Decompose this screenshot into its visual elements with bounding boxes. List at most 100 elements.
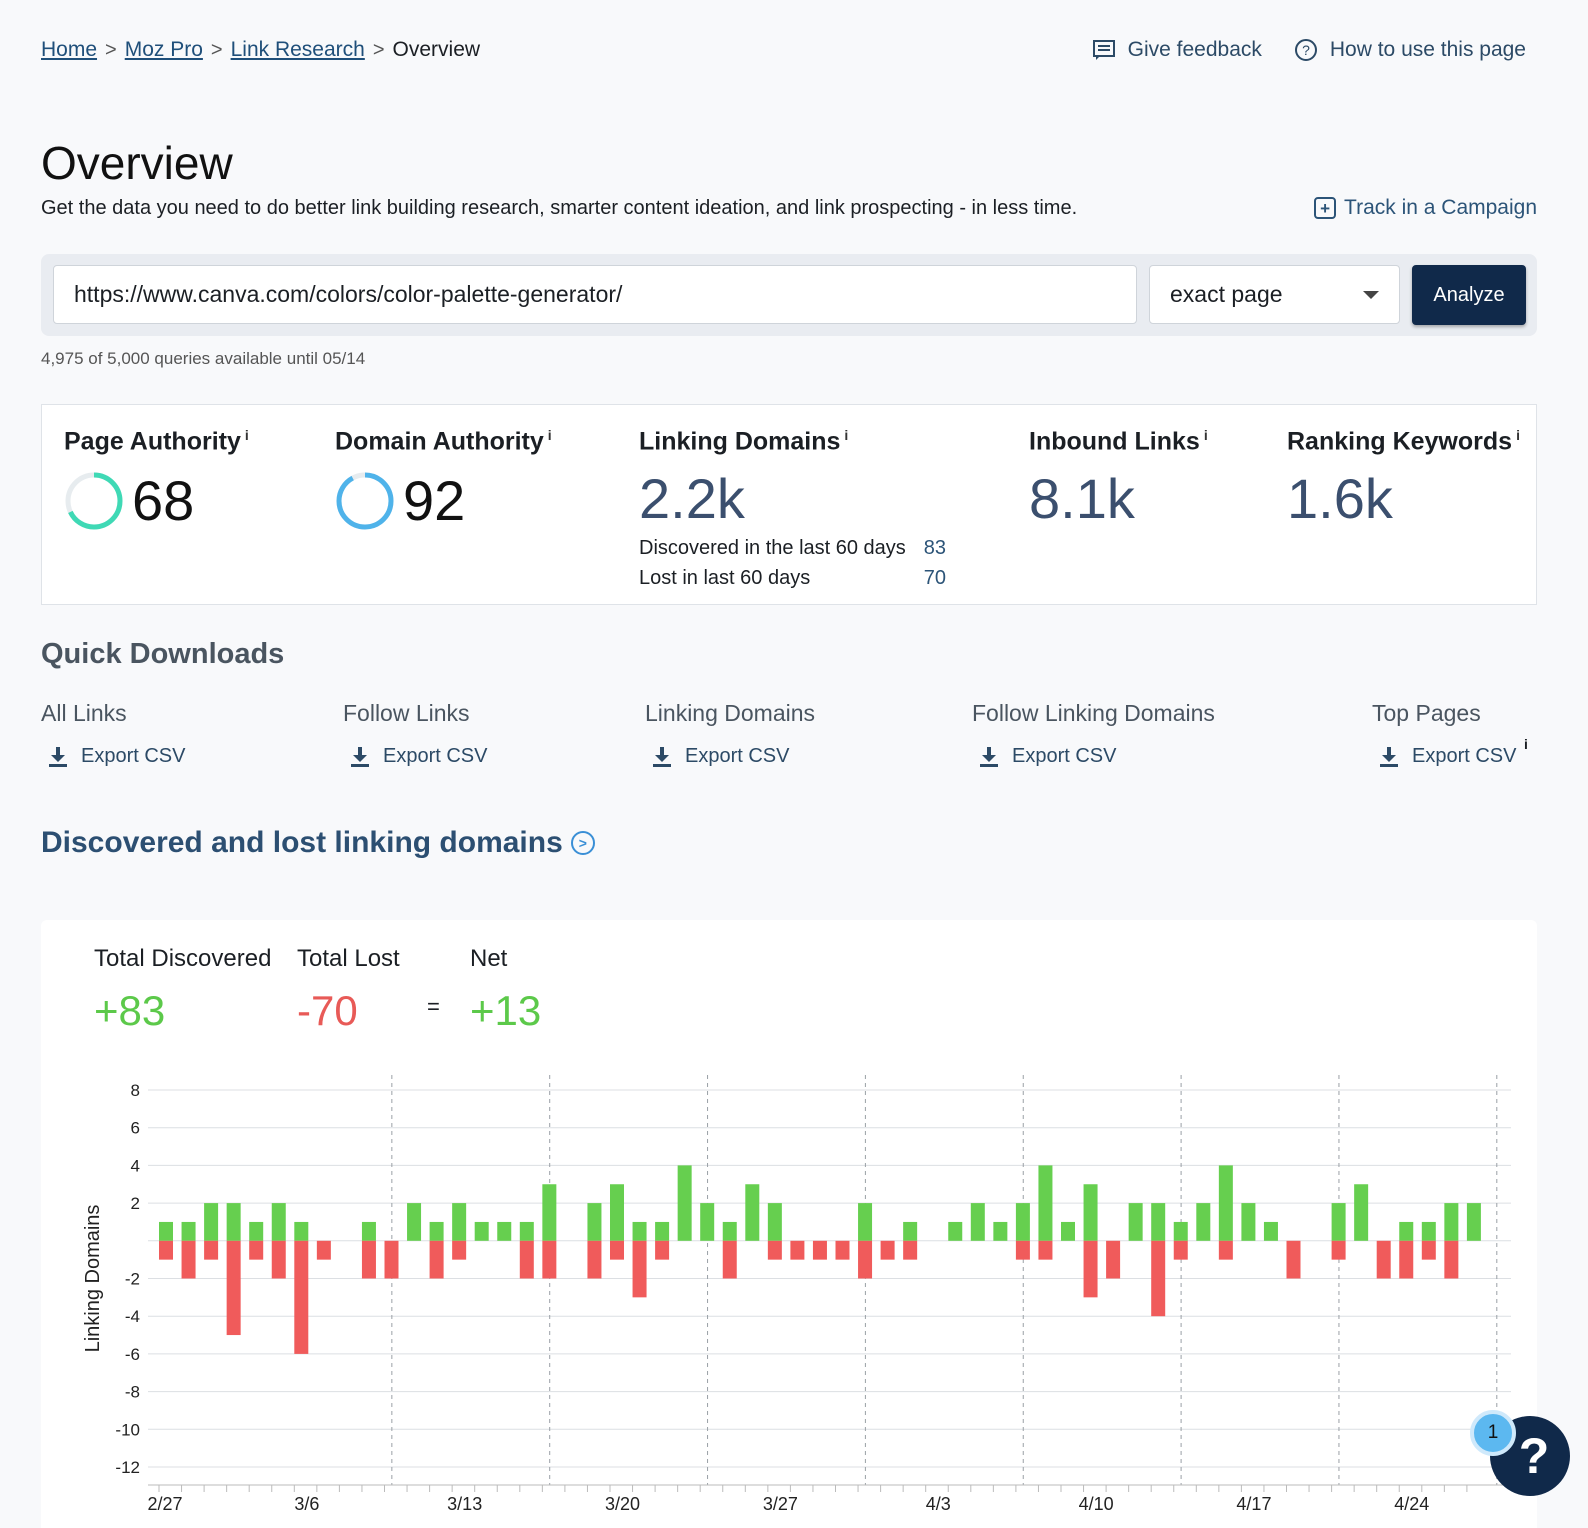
x-tick-label: 4/10 (1079, 1494, 1114, 1514)
track-in-campaign-label: Track in a Campaign (1344, 196, 1537, 219)
url-input[interactable] (53, 265, 1137, 324)
discovered-bar (632, 1221, 647, 1241)
info-icon[interactable]: i (244, 427, 249, 443)
section-title-label: Discovered and lost linking domains (41, 826, 563, 859)
inbound-links-value: 8.1k (1029, 467, 1135, 531)
discovered-label: Discovered in the last 60 days (639, 536, 906, 559)
lost-bar (655, 1240, 670, 1260)
discovered-bar (1038, 1165, 1053, 1241)
discovered-bar (1151, 1203, 1166, 1241)
discovered-bar (745, 1184, 760, 1241)
total-discovered: Total Discovered +83 (94, 945, 271, 1035)
equals-sign: = (427, 994, 440, 1019)
lost-bar (1286, 1240, 1301, 1279)
download-label: All Links (41, 700, 127, 726)
download-follow-links: Follow Links Export CSV (343, 700, 487, 768)
discovered-bar (1218, 1165, 1233, 1241)
discovered-bar (1444, 1203, 1459, 1241)
discovered-bar (542, 1184, 557, 1241)
download-icon (49, 746, 67, 767)
lost-bar (767, 1240, 782, 1260)
linking-domains-label: Linking Domains (639, 427, 841, 456)
discovered-value: 83 (923, 536, 946, 559)
discovered-bar (429, 1221, 444, 1241)
lost-bar (452, 1240, 467, 1260)
total-lost-label: Total Lost (297, 945, 400, 972)
domain-authority-gauge (336, 472, 394, 530)
discovered-row: Discovered in the last 60 days 83 (639, 533, 946, 563)
export-csv-button[interactable]: Export CSV (1380, 745, 1516, 768)
export-csv-label: Export CSV (685, 745, 790, 767)
download-top-pages: Top Pages Export CSV (1372, 700, 1516, 768)
quick-downloads-title: Quick Downloads (41, 638, 285, 670)
info-icon[interactable]: i (1203, 427, 1208, 443)
export-csv-button[interactable]: Export CSV (653, 745, 815, 768)
breadcrumb-home[interactable]: Home (41, 38, 98, 61)
header-actions: Give feedback ? How to use this page (1092, 38, 1526, 62)
y-tick-label: 8 (131, 1081, 140, 1100)
discovered-bar (1354, 1184, 1369, 1241)
breadcrumb-current: Overview (392, 38, 481, 61)
page-authority-metric: Page Authority i 68 (64, 427, 249, 533)
analyze-button[interactable]: Analyze (1412, 265, 1526, 325)
discovered-bar (1466, 1203, 1481, 1241)
lost-bar (542, 1240, 557, 1279)
lost-bar (1444, 1240, 1459, 1279)
download-label: Top Pages (1372, 700, 1481, 726)
download-follow-linking-domains: Follow Linking Domains Export CSV (972, 700, 1215, 768)
x-tick-label: 4/3 (926, 1494, 951, 1514)
lost-bar (271, 1240, 286, 1279)
total-discovered-label: Total Discovered (94, 945, 272, 972)
info-icon[interactable]: i (1516, 427, 1520, 443)
linking-domains-value: 2.2k (639, 467, 745, 531)
lost-bar (1399, 1240, 1414, 1279)
export-csv-button[interactable]: Export CSV (980, 745, 1215, 768)
breadcrumb-moz-pro[interactable]: Moz Pro (124, 38, 203, 61)
lost-bar (1376, 1240, 1391, 1279)
export-csv-button[interactable]: Export CSV (49, 745, 185, 768)
info-icon[interactable]: i (547, 427, 552, 443)
discovered-bar (1128, 1203, 1143, 1241)
discovered-bar (1331, 1203, 1346, 1241)
lost-bar (1331, 1240, 1346, 1260)
export-csv-label: Export CSV (383, 745, 488, 767)
how-to-use-button[interactable]: ? How to use this page (1294, 38, 1526, 62)
x-tick-label: 4/24 (1394, 1494, 1429, 1514)
discovered-bar (677, 1165, 692, 1241)
lost-bar (790, 1240, 805, 1260)
y-tick-label: -4 (125, 1307, 140, 1326)
y-tick-label: -8 (125, 1383, 140, 1402)
chevron-right-icon: > (372, 38, 385, 61)
section-title[interactable]: Discovered and lost linking domains > (41, 826, 595, 860)
discovered-bar (271, 1203, 286, 1241)
metrics-panel: Page Authority i 68 Domain Authority i 92 … (41, 404, 1537, 605)
discovered-bar (361, 1221, 376, 1241)
plus-box-icon: + (1314, 197, 1337, 219)
discovered-bar (1421, 1221, 1436, 1241)
scope-select[interactable]: exact page (1149, 265, 1400, 324)
domain-authority-label: Domain Authority (335, 427, 544, 456)
give-feedback-button[interactable]: Give feedback (1092, 38, 1262, 62)
lost-bar (1421, 1240, 1436, 1260)
lost-bar (1173, 1240, 1188, 1260)
lost-bar (159, 1240, 173, 1260)
lost-bar (722, 1240, 737, 1279)
lost-bar (1151, 1240, 1166, 1317)
how-to-use-label: How to use this page (1329, 38, 1526, 61)
breadcrumb-link-research[interactable]: Link Research (230, 38, 365, 61)
info-icon[interactable]: i (844, 427, 849, 443)
x-tick-label: 3/20 (605, 1494, 640, 1514)
discovered-bar (181, 1221, 196, 1241)
chevron-right-icon: > (210, 38, 223, 61)
discovered-bar (1173, 1221, 1188, 1241)
lost-bar (880, 1240, 895, 1260)
lost-label: Lost in last 60 days (639, 566, 811, 589)
info-icon[interactable]: i (1524, 736, 1528, 752)
export-csv-button[interactable]: Export CSV (351, 745, 487, 768)
discovered-bar (948, 1221, 963, 1241)
lost-bar (632, 1240, 647, 1298)
chevron-right-icon: > (105, 38, 117, 61)
lost-bar (1106, 1240, 1121, 1279)
download-icon (653, 746, 671, 767)
track-in-campaign-link[interactable]: + Track in a Campaign (1314, 196, 1537, 220)
